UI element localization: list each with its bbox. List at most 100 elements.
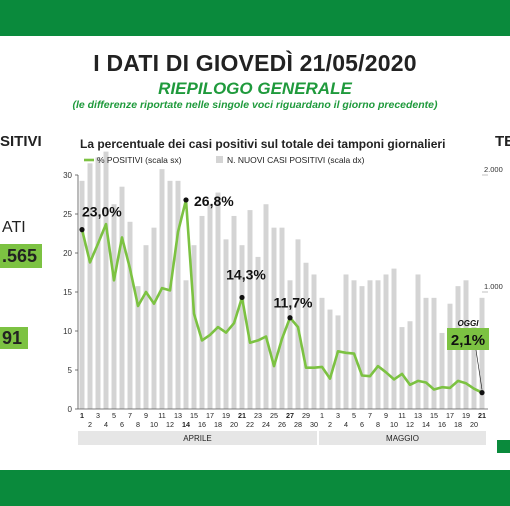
bar <box>367 280 373 409</box>
x-tick-label: 23 <box>254 411 262 420</box>
bar <box>87 163 93 409</box>
page-subtitle: RIEPILOGO GENERALE <box>158 79 352 98</box>
x-tick-label: 19 <box>222 411 230 420</box>
x-tick-label: 11 <box>158 411 165 420</box>
highlight-point <box>79 227 85 233</box>
x-tick-label: 27 <box>286 411 294 420</box>
bar <box>479 297 485 409</box>
bar <box>279 227 285 409</box>
x-tick-label: 19 <box>462 411 470 420</box>
x-tick-label: 17 <box>446 411 454 420</box>
x-tick-label: 29 <box>302 411 310 420</box>
bar <box>167 180 173 409</box>
positivi-label-fragment: SITIVI <box>0 133 42 150</box>
month-label-may: MAGGIO <box>386 434 419 443</box>
x-tick-label: 25 <box>270 411 278 420</box>
bar <box>423 297 429 409</box>
x-tick-label: 6 <box>120 420 124 429</box>
page-note: (le differenze riportate nelle singole v… <box>72 99 438 111</box>
bar <box>327 309 333 409</box>
x-tick-label: 20 <box>470 420 478 429</box>
x-tick-label: 17 <box>206 411 214 420</box>
bar <box>415 274 421 409</box>
annotation-highlight-box <box>447 328 489 350</box>
page-title: I DATI DI GIOVEDÌ 21/05/2020 <box>93 50 417 76</box>
bar <box>343 274 349 409</box>
bar <box>383 274 389 409</box>
value-box-2: 91 <box>0 327 28 349</box>
bar <box>263 204 269 409</box>
footer-band <box>0 470 510 506</box>
x-tick-label: 18 <box>454 420 462 429</box>
bar <box>471 327 477 409</box>
chart-title: La percentuale dei casi positivi sul tot… <box>80 137 446 151</box>
annotation-label: 14,3% <box>226 266 266 282</box>
x-tick-label: 24 <box>262 420 270 429</box>
x-tick-label: 15 <box>430 411 438 420</box>
x-tick-label: 12 <box>166 420 174 429</box>
month-label-april: APRILE <box>183 434 211 443</box>
bar <box>335 315 341 409</box>
bar <box>295 239 301 409</box>
y-right-tick-label: 1.000 <box>484 282 503 291</box>
leaf-icon <box>497 440 510 453</box>
highlight-point <box>479 390 485 396</box>
x-tick-label: 21 <box>238 411 246 420</box>
bar <box>199 215 205 409</box>
annotation-label: 26,8% <box>194 193 234 209</box>
x-tick-label: 4 <box>344 420 348 429</box>
x-tick-label: 3 <box>96 411 100 420</box>
x-tick-label: 22 <box>246 420 254 429</box>
bar <box>391 268 397 409</box>
bar <box>399 327 405 409</box>
right-label-fragment: TE <box>495 133 510 150</box>
ati-label-fragment: ATI <box>2 219 26 236</box>
highlight-point <box>183 197 189 203</box>
x-tick-label: 6 <box>360 420 364 429</box>
bar <box>247 210 253 409</box>
bar <box>223 239 229 409</box>
annotation-label: 23,0% <box>82 204 122 220</box>
x-tick-label: 9 <box>144 411 148 420</box>
x-tick-label: 7 <box>128 411 132 420</box>
x-tick-label: 5 <box>352 411 356 420</box>
bar <box>111 204 117 409</box>
legend-bar-swatch <box>216 156 223 163</box>
value-2: 91 <box>2 328 23 348</box>
x-tick-label: 14 <box>422 420 430 429</box>
bar <box>215 192 221 409</box>
y-left-tick-label: 15 <box>63 288 72 297</box>
bar <box>135 286 141 409</box>
x-tick-label: 2 <box>328 420 332 429</box>
legend-label: N. NUOVI CASI POSITIVI (scala dx) <box>227 155 365 165</box>
bar <box>303 262 309 409</box>
y-left-tick-label: 20 <box>63 249 72 258</box>
x-tick-label: 13 <box>414 411 422 420</box>
x-tick-label: 26 <box>278 420 286 429</box>
bar <box>183 280 189 409</box>
bar <box>311 274 317 409</box>
x-tick-label: 21 <box>478 411 486 420</box>
bar <box>271 227 277 409</box>
bar <box>207 204 213 409</box>
x-tick-label: 3 <box>336 411 340 420</box>
x-tick-label: 10 <box>390 420 398 429</box>
x-tick-label: 1 <box>320 411 324 420</box>
bar <box>191 245 197 409</box>
x-tick-label: 18 <box>214 420 222 429</box>
bar <box>151 227 157 409</box>
highlight-point <box>287 315 293 321</box>
bar <box>351 280 357 409</box>
x-tick-label: 12 <box>406 420 414 429</box>
x-tick-label: 2 <box>88 420 92 429</box>
x-tick-label: 16 <box>438 420 446 429</box>
x-tick-label: 4 <box>104 420 108 429</box>
y-left-tick-label: 5 <box>68 366 73 375</box>
x-tick-label: 13 <box>174 411 182 420</box>
bar <box>175 180 181 409</box>
bar <box>143 245 149 409</box>
bar <box>239 245 245 409</box>
bar <box>79 180 85 409</box>
annotation-label-today: 2,1% <box>451 332 485 349</box>
x-tick-label: 5 <box>112 411 116 420</box>
